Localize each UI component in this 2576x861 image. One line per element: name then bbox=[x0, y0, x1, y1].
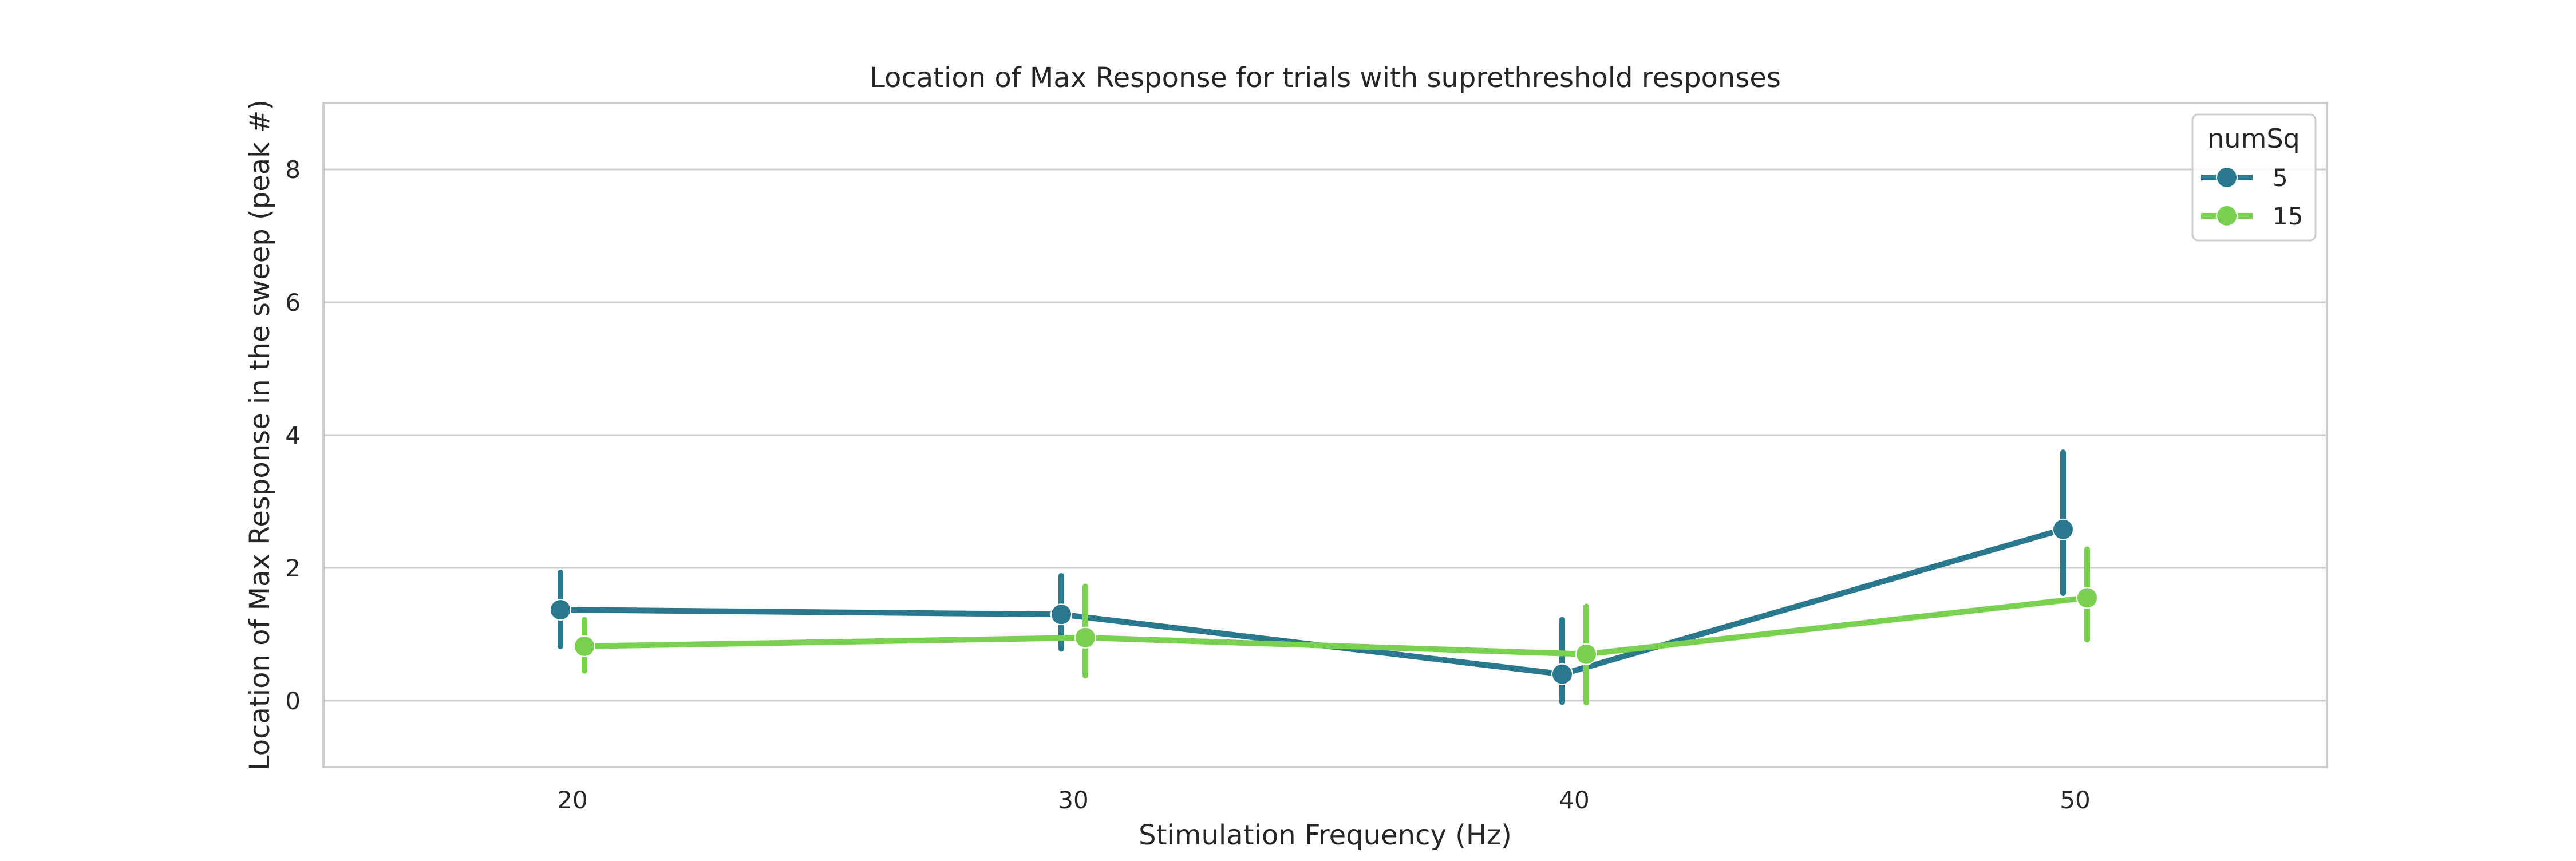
legend: numSq 515 bbox=[2191, 113, 2317, 242]
x-axis-label: Stimulation Frequency (Hz) bbox=[1139, 819, 1512, 851]
x-tick-label: 50 bbox=[2060, 786, 2090, 814]
x-tick-label: 20 bbox=[557, 786, 587, 814]
data-point bbox=[574, 635, 595, 657]
y-axis-ticks: 0 2 4 6 8 bbox=[285, 156, 301, 715]
series-15 bbox=[574, 546, 2098, 706]
y-tick-label: 6 bbox=[285, 289, 301, 317]
series-line bbox=[584, 595, 2088, 657]
plot-frame bbox=[322, 102, 2328, 768]
y-tick-label: 0 bbox=[285, 687, 301, 715]
grid bbox=[323, 168, 2327, 702]
chart-title: Location of Max Response for trials with… bbox=[870, 62, 1781, 94]
x-axis-ticks: 20 30 40 50 bbox=[557, 786, 2090, 814]
plot-area bbox=[550, 449, 2098, 706]
legend-items: 515 bbox=[2201, 164, 2303, 230]
legend-item: 5 bbox=[2201, 164, 2288, 192]
x-tick-label: 30 bbox=[1058, 786, 1088, 814]
y-tick-label: 4 bbox=[285, 421, 301, 449]
data-point bbox=[1551, 663, 1573, 685]
legend-item: 15 bbox=[2201, 202, 2303, 230]
data-point bbox=[1050, 603, 1072, 626]
x-tick-label: 40 bbox=[1559, 786, 1589, 814]
y-axis-label: Location of Max Response in the sweep (p… bbox=[244, 100, 276, 771]
legend-title: numSq bbox=[2207, 123, 2300, 154]
y-tick-label: 2 bbox=[285, 554, 301, 582]
data-point bbox=[1074, 626, 1096, 649]
data-point bbox=[1575, 643, 1597, 665]
legend-label: 15 bbox=[2273, 202, 2303, 230]
legend-swatch-marker bbox=[2216, 167, 2238, 188]
legend-swatch-marker bbox=[2216, 205, 2238, 227]
data-point bbox=[2052, 518, 2074, 540]
series-line bbox=[560, 526, 2064, 677]
series-5 bbox=[550, 449, 2074, 705]
y-tick-label: 8 bbox=[285, 156, 301, 184]
legend-label: 5 bbox=[2273, 164, 2288, 192]
data-point bbox=[2076, 587, 2098, 609]
data-point bbox=[550, 599, 571, 621]
